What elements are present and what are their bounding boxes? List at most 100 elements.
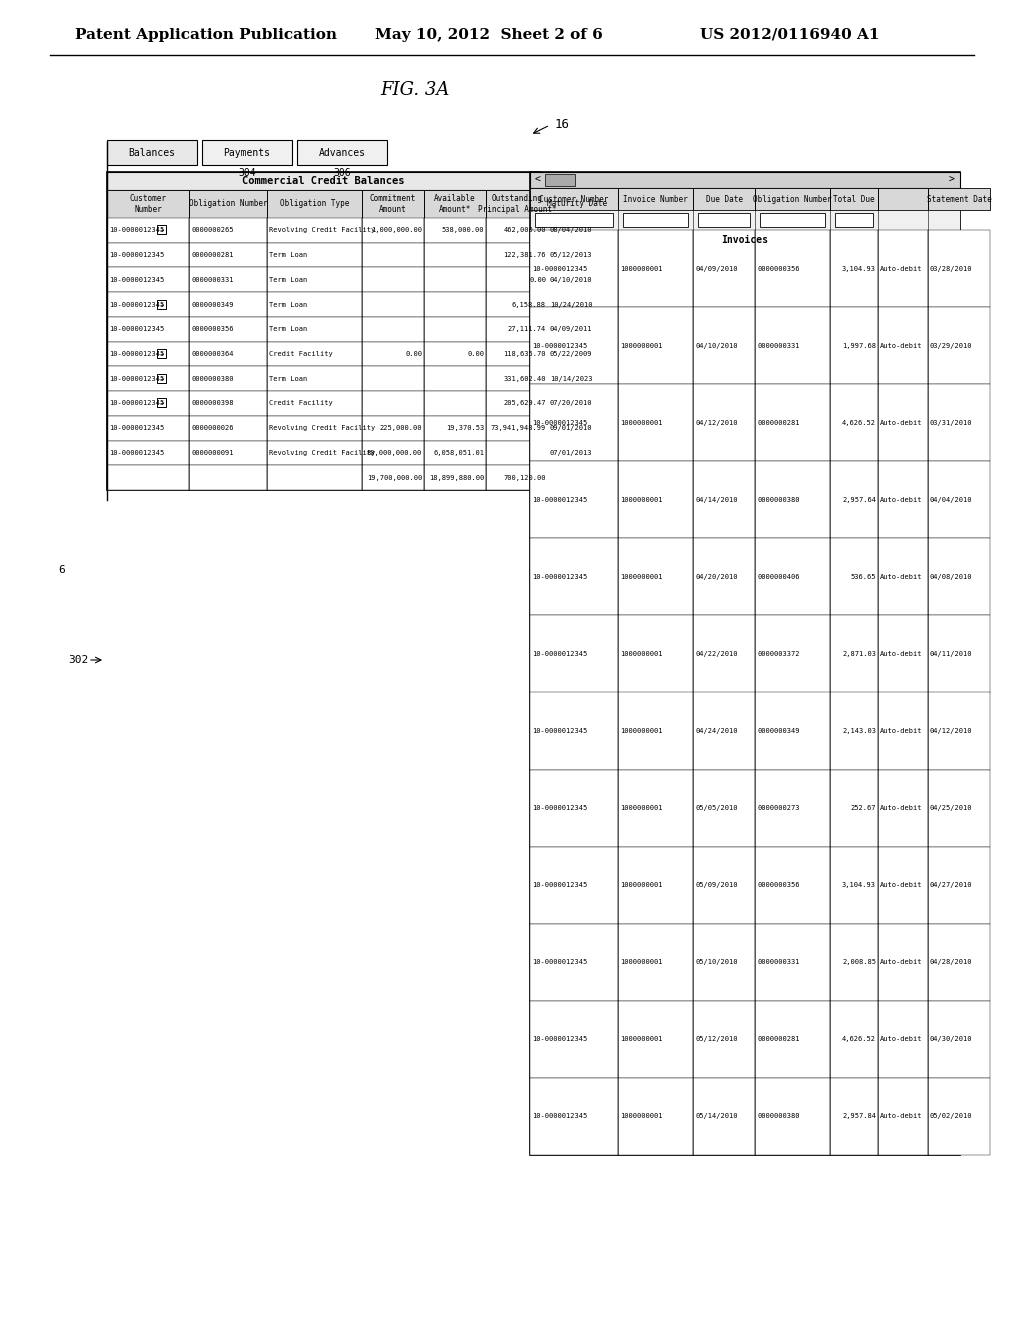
Text: 04/10/2010: 04/10/2010 bbox=[550, 277, 593, 282]
Bar bbox=[106, 218, 189, 243]
Bar bbox=[267, 342, 362, 367]
Text: Term Loan: Term Loan bbox=[269, 301, 307, 308]
Bar bbox=[530, 693, 618, 770]
Text: 0000000265: 0000000265 bbox=[191, 227, 233, 234]
Bar bbox=[267, 416, 362, 441]
Text: 2,143.03: 2,143.03 bbox=[842, 729, 876, 734]
Bar bbox=[424, 391, 486, 416]
Text: Term Loan: Term Loan bbox=[269, 326, 307, 333]
Bar bbox=[106, 172, 540, 190]
Bar bbox=[878, 539, 928, 615]
Bar bbox=[830, 230, 878, 308]
Text: Commitment
Amount: Commitment Amount bbox=[370, 194, 416, 214]
Bar bbox=[878, 770, 928, 846]
Text: 2,957.64: 2,957.64 bbox=[842, 496, 876, 503]
Bar bbox=[157, 226, 166, 235]
Bar bbox=[530, 1078, 618, 1155]
Bar bbox=[548, 218, 606, 243]
Text: 122,381.76: 122,381.76 bbox=[504, 252, 546, 259]
Bar bbox=[106, 190, 189, 218]
Text: 205,629.47: 205,629.47 bbox=[504, 400, 546, 407]
Bar bbox=[618, 693, 693, 770]
Text: 1000000001: 1000000001 bbox=[620, 1114, 663, 1119]
Bar bbox=[830, 924, 878, 1001]
Bar bbox=[267, 268, 362, 292]
Bar bbox=[618, 615, 693, 693]
Bar bbox=[530, 461, 618, 539]
Bar bbox=[755, 308, 830, 384]
Text: May 10, 2012  Sheet 2 of 6: May 10, 2012 Sheet 2 of 6 bbox=[375, 28, 603, 42]
Bar bbox=[548, 441, 606, 465]
Text: 05/05/2010: 05/05/2010 bbox=[695, 805, 737, 810]
Bar bbox=[486, 292, 548, 317]
Bar bbox=[189, 292, 267, 317]
Text: 05/09/2010: 05/09/2010 bbox=[695, 882, 737, 888]
Bar bbox=[548, 292, 606, 317]
Bar bbox=[928, 924, 990, 1001]
Text: 0000000331: 0000000331 bbox=[191, 277, 233, 282]
Text: 07/01/2013: 07/01/2013 bbox=[550, 450, 593, 455]
Bar bbox=[362, 218, 424, 243]
Bar bbox=[424, 465, 486, 490]
Text: 10-0000012345: 10-0000012345 bbox=[109, 351, 164, 356]
Text: 04/08/2010: 04/08/2010 bbox=[930, 574, 973, 579]
Bar bbox=[530, 172, 961, 1155]
Bar bbox=[618, 308, 693, 384]
Bar bbox=[106, 441, 189, 465]
Text: 10-0000012345: 10-0000012345 bbox=[109, 400, 164, 407]
Bar bbox=[618, 770, 693, 846]
Bar bbox=[486, 317, 548, 342]
Text: 0.00: 0.00 bbox=[529, 277, 546, 282]
Bar bbox=[830, 461, 878, 539]
Bar bbox=[362, 416, 424, 441]
Text: 1000000001: 1000000001 bbox=[620, 729, 663, 734]
Bar bbox=[424, 218, 486, 243]
Text: 0000000091: 0000000091 bbox=[191, 450, 233, 455]
Text: Auto-debit: Auto-debit bbox=[880, 420, 923, 426]
Bar bbox=[530, 615, 618, 693]
Bar bbox=[755, 1001, 830, 1078]
Bar bbox=[362, 441, 424, 465]
Text: 05/22/2009: 05/22/2009 bbox=[550, 351, 593, 356]
Bar bbox=[760, 213, 825, 227]
Bar bbox=[693, 924, 755, 1001]
Bar bbox=[618, 846, 693, 924]
Text: 10-0000012345: 10-0000012345 bbox=[109, 227, 164, 234]
Text: Auto-debit: Auto-debit bbox=[880, 496, 923, 503]
Text: Invoices: Invoices bbox=[722, 235, 768, 246]
Bar bbox=[755, 1078, 830, 1155]
Text: 04/09/2010: 04/09/2010 bbox=[695, 265, 737, 272]
Bar bbox=[424, 416, 486, 441]
Bar bbox=[106, 367, 189, 391]
Bar bbox=[189, 243, 267, 268]
Bar bbox=[755, 384, 830, 461]
Text: 0000003372: 0000003372 bbox=[757, 651, 800, 657]
Bar bbox=[693, 1001, 755, 1078]
Bar bbox=[755, 924, 830, 1001]
Bar bbox=[486, 391, 548, 416]
Bar bbox=[486, 416, 548, 441]
Bar bbox=[106, 465, 189, 490]
Text: Auto-debit: Auto-debit bbox=[880, 265, 923, 272]
Bar bbox=[830, 1001, 878, 1078]
Text: 0000000380: 0000000380 bbox=[757, 496, 800, 503]
Text: 0000000281: 0000000281 bbox=[757, 420, 800, 426]
Text: 302: 302 bbox=[68, 655, 88, 665]
Text: 27,111.74: 27,111.74 bbox=[508, 326, 546, 333]
Text: 4,626.52: 4,626.52 bbox=[842, 1036, 876, 1043]
Text: 0000000273: 0000000273 bbox=[757, 805, 800, 810]
Bar bbox=[548, 317, 606, 342]
Bar bbox=[267, 190, 362, 218]
Text: 10/14/2023: 10/14/2023 bbox=[550, 376, 593, 381]
Bar bbox=[618, 924, 693, 1001]
Text: 04/04/2010: 04/04/2010 bbox=[930, 496, 973, 503]
Bar bbox=[486, 190, 548, 218]
Bar bbox=[618, 230, 693, 308]
Text: 0000000356: 0000000356 bbox=[191, 326, 233, 333]
Text: 10-0000012345: 10-0000012345 bbox=[532, 574, 587, 579]
Text: 1000000001: 1000000001 bbox=[620, 574, 663, 579]
Bar bbox=[157, 348, 166, 358]
Text: 0000000281: 0000000281 bbox=[191, 252, 233, 259]
Text: +: + bbox=[160, 301, 164, 308]
Bar bbox=[830, 187, 878, 210]
